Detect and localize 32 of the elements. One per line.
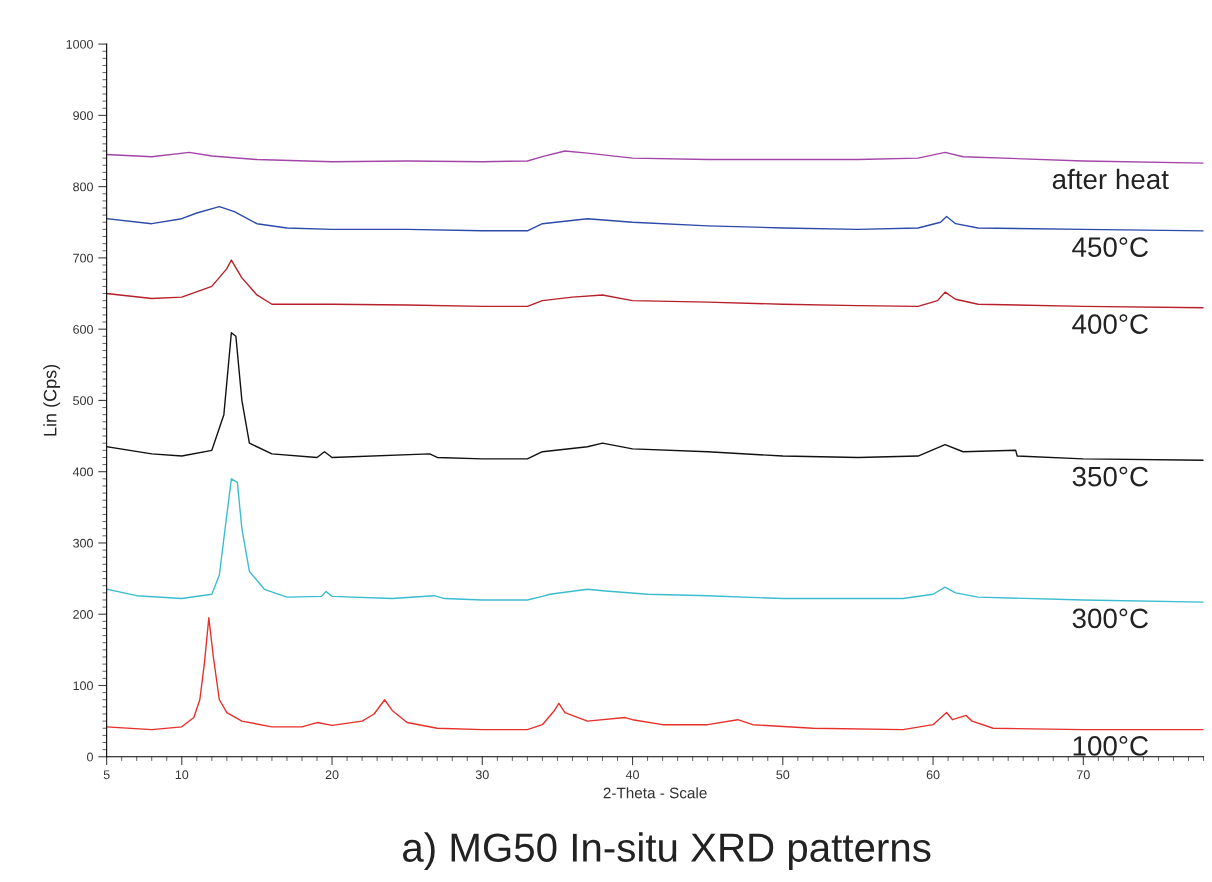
y-tick-label: 700: [73, 253, 93, 263]
y-tick-label: 400: [72, 467, 93, 477]
series-label: 450°C: [1072, 237, 1148, 257]
series-label: 400°C: [1072, 314, 1148, 334]
text: a) MG50 In-situ XRD patterns: [403, 832, 931, 870]
y-tick-label: 800: [73, 182, 93, 192]
y-tick-label: 100: [73, 681, 93, 691]
line-series: [106, 205, 1204, 232]
x-tick-label: 20: [325, 770, 339, 780]
series-label: 300°C: [1072, 608, 1148, 629]
x-tick-label: 70: [1077, 770, 1090, 780]
y-tick-label: 600: [73, 324, 93, 334]
y-axis-title: Lin (Cps): [43, 364, 61, 436]
x-tick-label: 30: [475, 770, 489, 780]
x-tick-label: 10: [175, 770, 189, 780]
y-tick-label: 900: [73, 111, 93, 121]
y-tick-label: 0: [87, 752, 93, 762]
series-label: after heat: [1052, 168, 1169, 190]
line-series: [106, 150, 1204, 164]
y-tick-label: 500: [73, 396, 93, 406]
series-label: 350°C: [1072, 466, 1148, 487]
x-axis-title: 2-Theta - Scale: [603, 787, 707, 799]
x-tick-label: 60: [926, 770, 940, 780]
series-label: 100°C: [1073, 736, 1148, 756]
y-tick-label: 1000: [66, 39, 93, 49]
y-tick-label: 300: [73, 538, 93, 548]
y-tick-label: 200: [73, 610, 93, 619]
x-tick-label: 40: [625, 770, 640, 780]
line-series: [106, 332, 1204, 461]
line-series: [106, 259, 1204, 309]
x-tick-label: 50: [776, 770, 790, 780]
x-tick-label: 5: [103, 770, 110, 780]
